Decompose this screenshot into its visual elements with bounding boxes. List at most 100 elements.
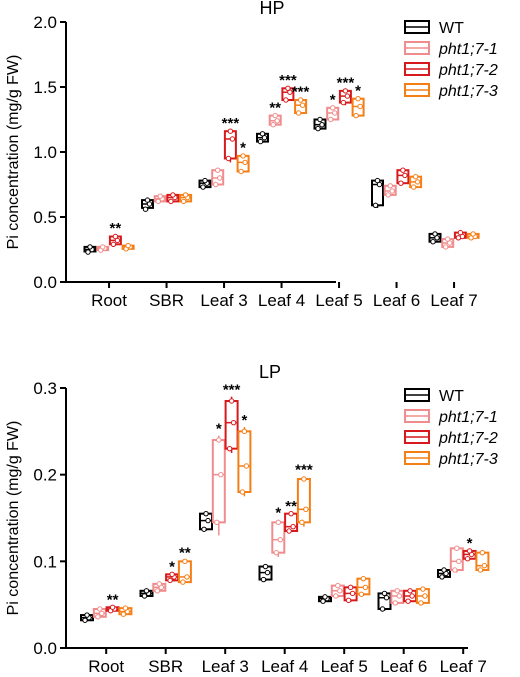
box-plot: *: [462, 535, 477, 562]
data-point: [322, 594, 328, 600]
data-point: [392, 600, 398, 606]
box-plot: [441, 236, 455, 250]
legend: WT pht1;7-1 pht1;7-2 pht1;7-3: [404, 20, 498, 100]
legend-label: WT: [439, 20, 464, 37]
box-plot: ***: [295, 461, 313, 527]
box-plot: [383, 183, 397, 198]
data-point: [362, 584, 369, 591]
data-point: [405, 598, 411, 604]
box-plot: [313, 116, 327, 132]
data-point: [445, 236, 451, 242]
chart-panel-lp: LP Pi concentration (mg/g FW) 0.0 0.1 0.2 0.3…: [5, 362, 498, 676]
data-point: [257, 138, 264, 145]
box-plot: [199, 510, 213, 532]
box-plot: **: [108, 220, 122, 248]
y-tick-label: 0.5: [33, 208, 57, 227]
data-point: [275, 519, 281, 526]
significance-label: **: [269, 99, 281, 116]
data-point: [97, 606, 103, 612]
data-point: [320, 598, 326, 604]
box-plot: [121, 242, 135, 252]
x-tick-label: Leaf 7: [430, 291, 477, 310]
data-point: [303, 506, 309, 513]
box-plot: [453, 229, 467, 241]
data-point: [167, 577, 173, 584]
data-point: [155, 198, 161, 205]
data-point: [342, 88, 349, 94]
data-point: [226, 445, 233, 452]
box-plot: [371, 177, 384, 209]
data-point: [385, 192, 391, 198]
data-point: [407, 588, 413, 594]
data-point: [277, 536, 283, 543]
box-plot: ***: [222, 115, 239, 163]
data-point: [272, 112, 278, 119]
box-plot: [179, 192, 193, 205]
data-point: [295, 110, 302, 116]
data-point: [464, 556, 471, 562]
box-plot: [96, 244, 110, 253]
significance-label: *: [467, 535, 473, 552]
box-plot: [377, 590, 392, 612]
data-point: [122, 605, 129, 611]
data-point: [387, 183, 393, 189]
series-pht1;7-3: **** *: [121, 82, 480, 252]
data-point: [238, 168, 244, 175]
data-point: [157, 193, 163, 199]
data-point: [315, 125, 321, 132]
data-point: [225, 155, 232, 162]
data-point: [229, 136, 236, 142]
box-plot: [153, 193, 167, 205]
data-point: [243, 463, 250, 469]
data-point: [141, 593, 148, 599]
data-point: [242, 159, 248, 166]
box-plot: *: [351, 82, 365, 119]
significance-label: ***: [279, 72, 297, 89]
box-plot: *: [326, 92, 340, 123]
data-point: [299, 102, 306, 108]
box: [177, 560, 192, 584]
significance-label: *: [169, 558, 175, 575]
data-point: [239, 489, 246, 495]
data-point: [203, 510, 209, 517]
data-point: [125, 242, 131, 249]
data-point: [202, 177, 208, 184]
significance-label: ***: [337, 75, 355, 92]
data-point: [340, 99, 347, 106]
box-plot: [258, 563, 273, 583]
data-point: [389, 188, 395, 194]
significance-label: ***: [292, 84, 310, 101]
box-plot: [475, 549, 490, 573]
data-point: [290, 523, 296, 530]
box-plot: [83, 244, 97, 255]
data-point: [349, 590, 356, 597]
data-point: [452, 567, 458, 573]
data-point: [337, 588, 343, 594]
significance-label: *: [240, 140, 246, 157]
data-point: [347, 584, 354, 591]
data-point: [360, 575, 367, 582]
chart-panel-hp: HP Pi concentration (mg/g FW) 0.0 0.5 1.0 1.5…: [5, 0, 498, 310]
chart-title: HP: [259, 0, 284, 18]
data-point: [402, 172, 408, 179]
data-point: [182, 558, 188, 565]
series-pht1;7-1: ** *: [96, 92, 455, 253]
data-point: [283, 97, 289, 103]
data-point: [285, 85, 291, 92]
box-plot: [396, 167, 410, 186]
significance-label: *: [330, 92, 336, 109]
x-tick-label: Leaf 3: [200, 291, 247, 310]
significance-label: **: [107, 591, 119, 608]
chart-title: LP: [259, 362, 281, 382]
data-point: [358, 591, 365, 597]
data-point: [143, 588, 150, 594]
data-point: [441, 567, 447, 573]
data-point: [414, 179, 421, 185]
data-point: [335, 582, 341, 589]
data-point: [418, 600, 424, 606]
data-point: [301, 476, 307, 482]
box-plot: [92, 606, 107, 620]
data-point: [99, 610, 105, 617]
x-tick-label: Leaf 5: [321, 657, 368, 676]
box-plot: [466, 231, 480, 241]
